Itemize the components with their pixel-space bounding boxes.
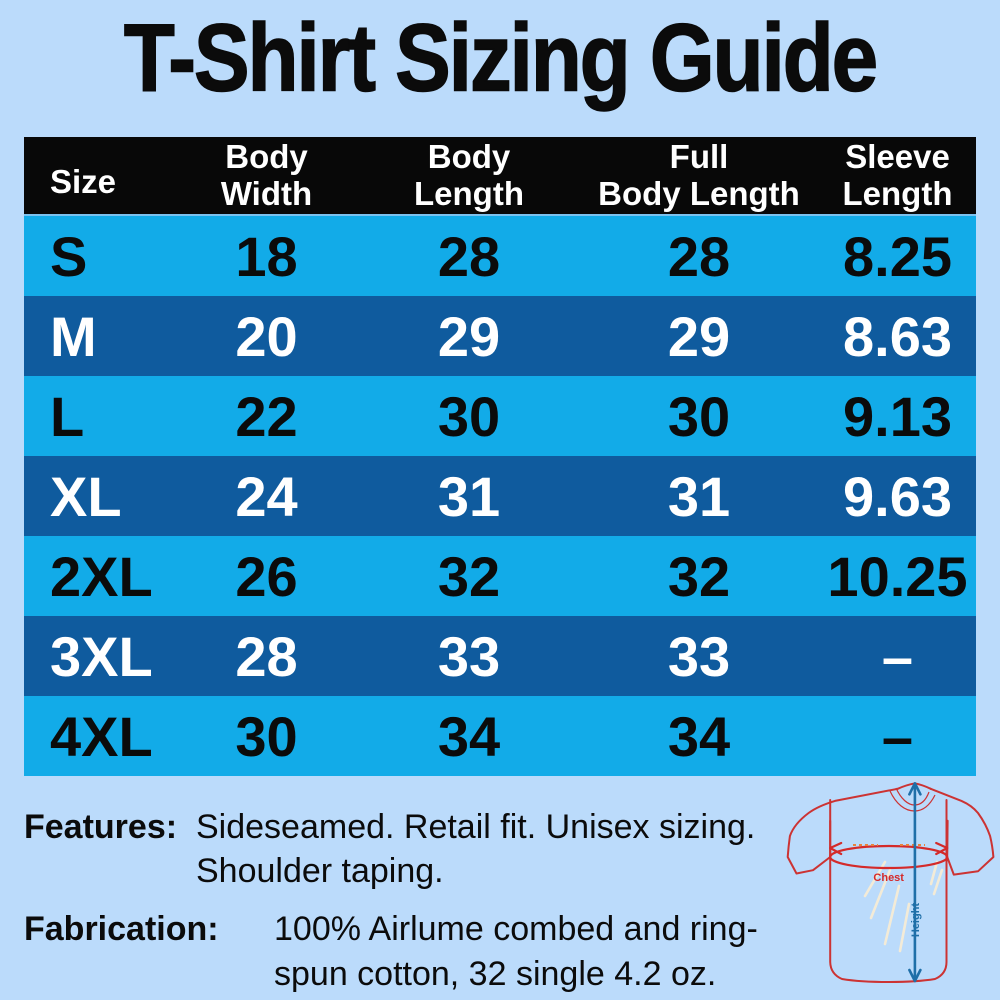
- svg-text:Height: Height: [910, 903, 922, 938]
- svg-text:Chest: Chest: [873, 872, 904, 884]
